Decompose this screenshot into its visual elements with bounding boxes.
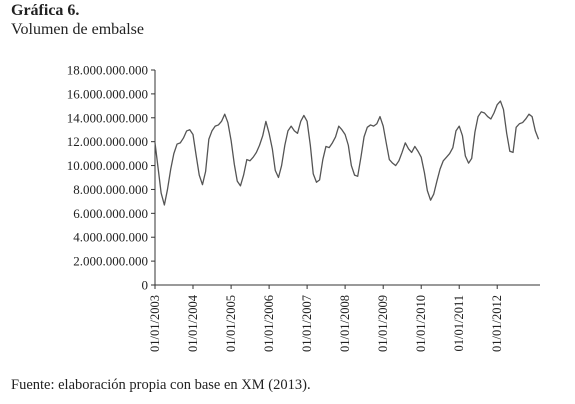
y-tick-label: 8.000.000.000	[73, 182, 148, 197]
y-axis-ticks: 0 2.000.000.000 4.000.000.000 6.000.000.000…	[67, 63, 155, 293]
x-tick-label: 01/01/2003	[148, 295, 162, 352]
y-tick-label: 10.000.000.000	[67, 158, 148, 173]
figure-source: Fuente: elaboración propia con base en X…	[11, 377, 311, 393]
x-tick-label: 01/01/2012	[490, 295, 504, 352]
x-tick-label: 01/01/2006	[262, 295, 276, 352]
x-tick-label: 01/01/2007	[300, 295, 314, 352]
x-tick-label: 01/01/2008	[338, 295, 352, 352]
figure-number: Gráfica 6.	[11, 2, 80, 19]
x-axis-ticks: 01/01/2003 01/01/2004 01/01/2005 01/01/2006…	[148, 285, 504, 352]
y-tick-label: 18.000.000.000	[67, 63, 148, 78]
x-tick-label: 01/01/2005	[224, 295, 238, 352]
y-tick-label: 6.000.000.000	[73, 206, 148, 221]
y-tick-label: 4.000.000.000	[73, 230, 148, 245]
y-tick-label: 16.000.000.000	[67, 86, 148, 101]
x-tick-label: 01/01/2004	[186, 294, 200, 352]
figure-title: Volumen de embalse	[11, 21, 145, 38]
series-line-1	[154, 100, 540, 206]
y-tick-label: 2.000.000.000	[73, 254, 148, 269]
x-tick-label: 01/01/2011	[452, 295, 466, 351]
x-tick-label: 01/01/2010	[414, 295, 428, 352]
x-tick-label: 01/01/2009	[376, 295, 390, 352]
y-tick-label: 12.000.000.000	[67, 134, 148, 149]
chart-axes	[154, 70, 540, 286]
chart-series	[154, 100, 540, 206]
y-tick-label: 0	[142, 278, 149, 293]
y-tick-label: 14.000.000.000	[67, 110, 148, 125]
